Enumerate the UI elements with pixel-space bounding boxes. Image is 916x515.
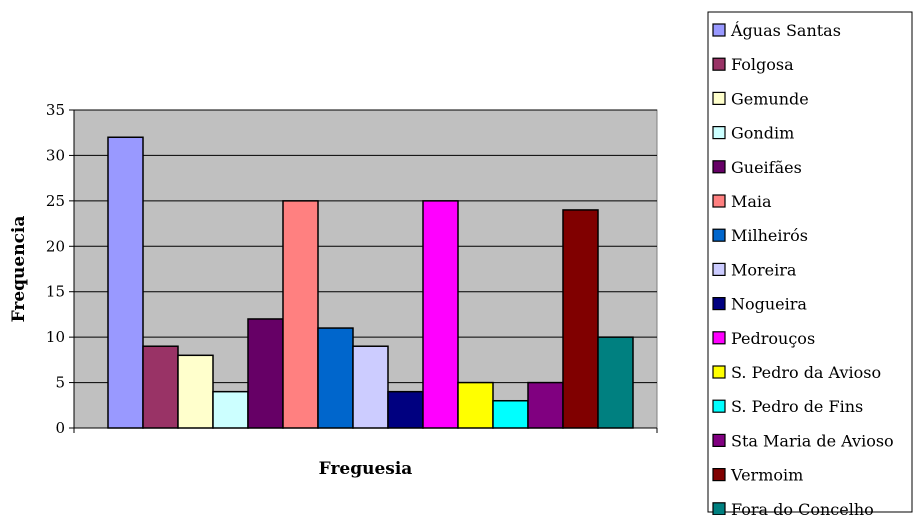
legend-box [707, 11, 913, 513]
bar-9 [387, 390, 424, 429]
bar-15 [597, 336, 634, 429]
bar-6 [282, 200, 319, 429]
legend-swatch [712, 228, 726, 242]
legend-label: Gueifães [731, 158, 802, 177]
legend-label: S. Pedro de Fins [731, 397, 863, 416]
legend-label: Nogueira [731, 295, 807, 314]
bar-1 [107, 136, 144, 429]
legend: Águas Santas Folgosa Gemunde Gondim Gueifães… [707, 11, 913, 515]
legend-label: Moreira [731, 260, 797, 279]
y-axis-title: Frequencia [9, 216, 29, 323]
legend-swatch [712, 468, 726, 482]
legend-label: Pedrouços [731, 329, 815, 348]
legend-label: Águas Santas [730, 20, 841, 40]
y-tick-label: 20 [46, 237, 65, 255]
y-axis-ticks: 0 5 10 15 20 25 30 35 [46, 101, 658, 437]
legend-swatch [712, 331, 726, 345]
legend-label: Gemunde [731, 89, 809, 108]
legend-swatch [712, 160, 726, 174]
legend-label: Milheirós [731, 226, 808, 245]
y-tick-label: 0 [55, 419, 65, 437]
legend-label: Vermoim [730, 466, 803, 485]
y-tick-label: 5 [55, 374, 65, 392]
legend-swatch [712, 194, 726, 208]
legend-swatch [712, 23, 726, 37]
bar-2 [142, 345, 179, 429]
legend-swatch [712, 57, 726, 71]
bar-4 [212, 390, 249, 429]
bar-8 [352, 345, 389, 429]
bar-11 [457, 381, 494, 429]
legend-swatch [712, 297, 726, 311]
bar-12 [492, 399, 529, 429]
legend-swatch [712, 262, 726, 276]
legend-label: Sta Maria de Avioso [731, 431, 894, 450]
bar-5 [247, 318, 284, 429]
y-tick-label: 30 [46, 146, 65, 164]
bar-13 [527, 381, 564, 429]
legend-swatch [712, 125, 726, 140]
y-tick-label: 25 [46, 192, 65, 210]
legend-swatch [712, 502, 726, 515]
legend-swatch [712, 399, 726, 413]
legend-label: S. Pedro da Avioso [731, 363, 881, 382]
bar-10 [422, 200, 459, 429]
legend-swatch [712, 365, 726, 379]
bar-7 [317, 327, 354, 429]
legend-label: Maia [731, 192, 772, 211]
legend-label: Fora do Concelho [731, 500, 874, 515]
y-tick-label: 10 [46, 328, 65, 346]
legend-label: Folgosa [731, 55, 794, 74]
x-axis-title: Freguesia [319, 459, 413, 479]
y-tick-label: 15 [46, 283, 65, 301]
legend-swatch [712, 433, 726, 447]
y-tick-label: 35 [46, 101, 65, 119]
legend-swatch [712, 91, 726, 106]
legend-label: Gondim [731, 124, 794, 143]
bar-14 [562, 209, 599, 429]
bar-3 [177, 354, 214, 429]
bars [107, 136, 634, 429]
